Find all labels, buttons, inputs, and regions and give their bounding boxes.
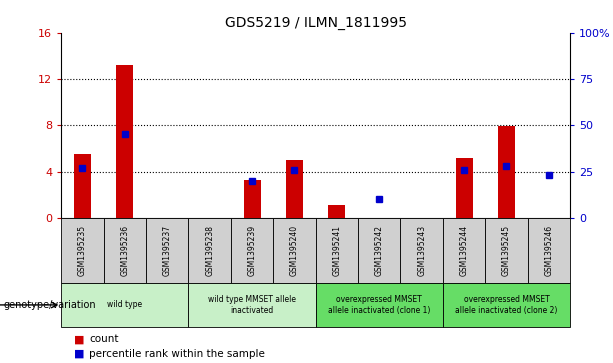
Bar (329, 205, 345, 218)
Bar (485, 218, 528, 283)
Text: GSM1395240: GSM1395240 (290, 225, 299, 276)
Bar (528, 218, 570, 283)
Text: GSM1395243: GSM1395243 (417, 225, 426, 276)
Text: wild type: wild type (107, 301, 142, 309)
Text: overexpressed MMSET
allele inactivated (clone 1): overexpressed MMSET allele inactivated (… (328, 295, 430, 315)
Bar (286, 160, 303, 218)
Bar (316, 218, 358, 283)
Text: GSM1395239: GSM1395239 (248, 225, 257, 276)
Text: GSM1395241: GSM1395241 (332, 225, 341, 276)
Text: GSM1395242: GSM1395242 (375, 225, 384, 276)
Text: GSM1395237: GSM1395237 (163, 225, 172, 276)
Text: ■: ■ (74, 349, 84, 359)
Bar (61, 218, 104, 283)
Text: ■: ■ (74, 334, 84, 344)
Bar (116, 65, 134, 218)
Text: wild type MMSET allele
inactivated: wild type MMSET allele inactivated (208, 295, 296, 315)
Bar (74, 154, 91, 218)
Bar (358, 218, 400, 283)
Text: overexpressed MMSET
allele inactivated (clone 2): overexpressed MMSET allele inactivated (… (455, 295, 558, 315)
Bar (104, 218, 146, 283)
Text: percentile rank within the sample: percentile rank within the sample (89, 349, 265, 359)
Text: GSM1395244: GSM1395244 (460, 225, 468, 276)
Text: genotype/variation: genotype/variation (3, 300, 96, 310)
Bar (243, 180, 261, 218)
Text: GSM1395236: GSM1395236 (120, 225, 129, 276)
Bar (231, 218, 273, 283)
Bar (400, 218, 443, 283)
Bar (146, 218, 189, 283)
Text: GSM1395245: GSM1395245 (502, 225, 511, 276)
Title: GDS5219 / ILMN_1811995: GDS5219 / ILMN_1811995 (225, 16, 406, 30)
Bar (189, 218, 231, 283)
Bar (498, 126, 515, 218)
Bar (455, 158, 473, 218)
Bar (61, 283, 189, 327)
Bar (443, 218, 485, 283)
Bar (273, 218, 316, 283)
Text: GSM1395235: GSM1395235 (78, 225, 87, 276)
Bar (443, 283, 570, 327)
Text: GSM1395246: GSM1395246 (544, 225, 554, 276)
Text: count: count (89, 334, 118, 344)
Bar (189, 283, 316, 327)
Bar (316, 283, 443, 327)
Text: GSM1395238: GSM1395238 (205, 225, 214, 276)
